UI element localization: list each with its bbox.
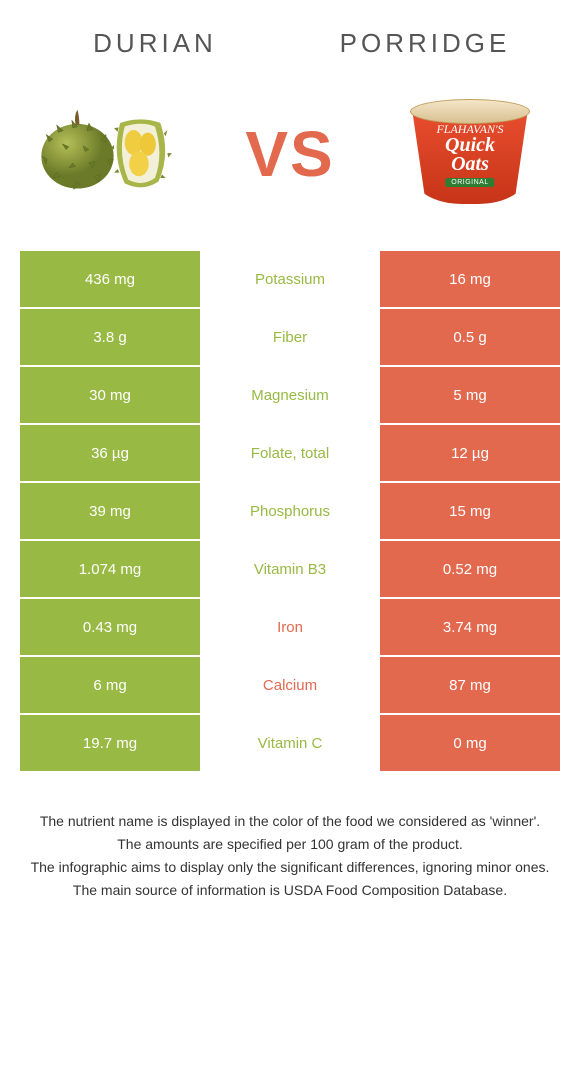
- cup-tag: ORIGINAL: [445, 178, 494, 187]
- left-value: 36 µg: [20, 425, 200, 481]
- left-value: 19.7 mg: [20, 715, 200, 771]
- nutrient-label: Magnesium: [200, 367, 380, 423]
- infographic-container: DURIAN PORRIDGE: [0, 0, 580, 923]
- table-row: 0.43 mgIron3.74 mg: [20, 597, 560, 655]
- right-value: 87 mg: [380, 657, 560, 713]
- comparison-table: 436 mgPotassium16 mg3.8 gFiber0.5 g30 mg…: [20, 249, 560, 771]
- footer-line: The nutrient name is displayed in the co…: [20, 811, 560, 832]
- vs-label: VS: [245, 117, 334, 191]
- left-value: 1.074 mg: [20, 541, 200, 597]
- nutrient-label: Vitamin B3: [200, 541, 380, 597]
- nutrient-label: Phosphorus: [200, 483, 380, 539]
- table-row: 30 mgMagnesium5 mg: [20, 365, 560, 423]
- left-value: 39 mg: [20, 483, 200, 539]
- durian-image: [30, 89, 190, 219]
- footer-line: The amounts are specified per 100 gram o…: [20, 834, 560, 855]
- nutrient-label: Vitamin C: [200, 715, 380, 771]
- hero-row: VS FLAHAVAN'S Quick Oats ORIGINAL: [0, 69, 580, 249]
- nutrient-label: Iron: [200, 599, 380, 655]
- nutrient-label: Folate, total: [200, 425, 380, 481]
- table-row: 436 mgPotassium16 mg: [20, 249, 560, 307]
- nutrient-label: Fiber: [200, 309, 380, 365]
- table-row: 39 mgPhosphorus15 mg: [20, 481, 560, 539]
- nutrient-label: Potassium: [200, 251, 380, 307]
- porridge-cup-icon: FLAHAVAN'S Quick Oats ORIGINAL: [400, 94, 540, 214]
- left-food-title: DURIAN: [20, 28, 290, 59]
- right-value: 0 mg: [380, 715, 560, 771]
- footer-line: The infographic aims to display only the…: [20, 857, 560, 878]
- right-food-title: PORRIDGE: [290, 28, 560, 59]
- table-row: 36 µgFolate, total12 µg: [20, 423, 560, 481]
- left-value: 436 mg: [20, 251, 200, 307]
- right-value: 0.52 mg: [380, 541, 560, 597]
- left-value: 6 mg: [20, 657, 200, 713]
- left-value: 3.8 g: [20, 309, 200, 365]
- table-row: 6 mgCalcium87 mg: [20, 655, 560, 713]
- table-row: 3.8 gFiber0.5 g: [20, 307, 560, 365]
- porridge-image: FLAHAVAN'S Quick Oats ORIGINAL: [390, 89, 550, 219]
- right-value: 3.74 mg: [380, 599, 560, 655]
- footer-line: The main source of information is USDA F…: [20, 880, 560, 901]
- left-value: 30 mg: [20, 367, 200, 423]
- right-value: 15 mg: [380, 483, 560, 539]
- right-value: 5 mg: [380, 367, 560, 423]
- durian-cut-icon: [105, 114, 180, 194]
- right-value: 16 mg: [380, 251, 560, 307]
- left-value: 0.43 mg: [20, 599, 200, 655]
- table-row: 19.7 mgVitamin C0 mg: [20, 713, 560, 771]
- right-value: 0.5 g: [380, 309, 560, 365]
- table-row: 1.074 mgVitamin B30.52 mg: [20, 539, 560, 597]
- nutrient-label: Calcium: [200, 657, 380, 713]
- right-value: 12 µg: [380, 425, 560, 481]
- cup-product: Quick Oats: [400, 136, 540, 174]
- footer-notes: The nutrient name is displayed in the co…: [0, 771, 580, 923]
- header: DURIAN PORRIDGE: [0, 0, 580, 69]
